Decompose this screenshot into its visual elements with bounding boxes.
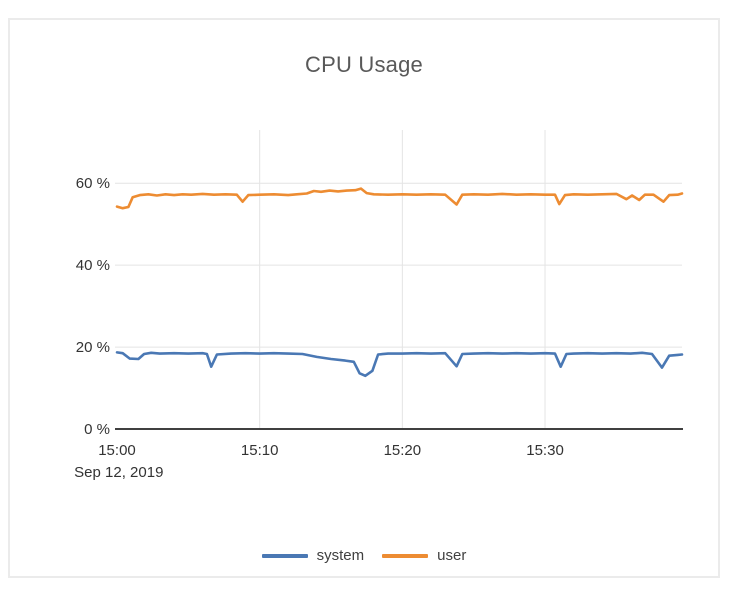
series-line-user[interactable]: [115, 187, 684, 210]
x-axis-tick-label: 15:20: [384, 442, 422, 459]
y-axis-tick-label: 0 %: [84, 421, 110, 438]
legend-swatch-system-icon: [261, 553, 308, 558]
x-axis-tick-label: 15:30: [526, 442, 564, 459]
x-axis-tick-label: 15:10: [241, 442, 279, 459]
y-axis-tick-label: 60 %: [76, 175, 110, 192]
y-axis-tick-label: 20 %: [76, 339, 110, 356]
series-line-system[interactable]: [115, 351, 684, 378]
x-axis-tick-label: 15:00: [98, 442, 136, 459]
legend-label-system: system: [316, 547, 365, 564]
chart-card: [8, 18, 720, 578]
legend-item-system[interactable]: system: [261, 547, 365, 564]
chart-title: CPU Usage: [305, 52, 423, 77]
y-axis-tick-label: 40 %: [76, 257, 110, 274]
legend-item-user[interactable]: user: [382, 547, 466, 564]
legend-label-user: user: [437, 547, 467, 564]
legend: system user: [8, 547, 720, 564]
x-axis-date-label: Sep 12, 2019: [74, 464, 164, 481]
legend-swatch-user-icon: [382, 553, 429, 558]
